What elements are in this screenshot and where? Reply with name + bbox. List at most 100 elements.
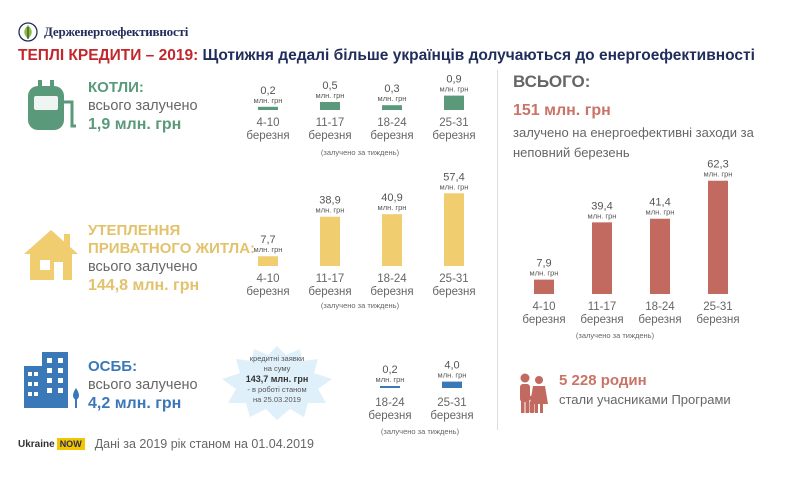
osbb-bar-0 [380,386,400,388]
footer-note: Дані за 2019 рік станом на 01.04.2019 [94,437,314,451]
total-value-label-2: 41,4 [649,197,670,209]
insulation-unit-label-0: млн. грн [254,245,283,254]
total-amount: 151 млн. грн [513,102,611,119]
insulation-title-line2: ПРИВАТНОГО ЖИТЛА: [88,240,256,257]
total-category-label-0-1: березня [522,314,565,326]
insulation-unit-label-3: млн. грн [440,182,469,191]
insulation-total: 144,8 млн. грн [88,277,200,294]
osbb-note-text: кредитні заявки на суму 143,7 млн. грн -… [232,354,322,405]
boilers-value-label-1: 0,5 [322,80,337,92]
boilers-category-label-0-0: 4-10 [256,117,279,129]
total-category-label-0-0: 4-10 [532,301,555,313]
footer-brand-now: NOW [56,438,85,450]
total-category-label-3-1: березня [696,314,739,326]
boilers-value-label-2: 0,3 [384,83,399,95]
osbb-subtitle: всього залучено [88,377,198,393]
insulation-block: УТЕПЛЕННЯ ПРИВАТНОГО ЖИТЛА: всього залуч… [88,222,255,295]
insulation-value-label-3: 57,4 [443,171,464,183]
boilers-category-label-3-1: березня [432,130,475,142]
osbb-category-label-1-0: 25-31 [437,397,466,409]
insulation-category-label-1-0: 11-17 [316,273,345,285]
insulation-bar-2 [382,214,402,266]
footer-brand-ukraine: Ukraine [18,438,55,450]
total-bar-2 [650,218,670,294]
insulation-category-label-2-1: березня [370,286,413,298]
boilers-unit-label-0: млн. грн [254,96,283,105]
boiler-icon [28,80,76,130]
boilers-category-label-0-1: березня [246,130,289,142]
total-bar-3 [708,180,728,294]
boilers-total: 1,9 млн. грн [88,116,182,133]
boilers-category-label-1-0: 11-17 [316,117,345,129]
osbb-category-label-1-1: березня [430,410,473,422]
boilers-subtitle: всього залучено [88,98,198,114]
logo: Держенергоефективності [18,22,188,42]
osbb-total: 4,2 млн. грн [88,395,182,412]
insulation-value-label-0: 7,7 [260,234,275,246]
insulation-unit-label-1: млн. грн [316,206,345,215]
insulation-value-label-2: 40,9 [381,192,402,204]
insulation-title-line1: УТЕПЛЕННЯ [88,222,181,239]
total-category-label-3-0: 25-31 [703,301,732,313]
insulation-bar-3 [444,193,464,266]
insulation-subtitle: всього залучено [88,259,198,275]
total-category-label-1-1: березня [580,314,623,326]
boilers-title: КОТЛИ: [88,79,144,96]
boilers-unit-label-3: млн. грн [440,85,469,94]
osbb-note-line1: кредитні заявки [249,354,305,363]
boilers-category-label-2-1: березня [370,130,413,142]
osbb-title: ОСББ: [88,358,138,375]
insulation-category-label-1-1: березня [308,286,351,298]
boilers-category-label-1-1: березня [308,130,351,142]
total-category-label-2-0: 18-24 [645,301,675,313]
insulation-category-label-2-0: 18-24 [377,273,407,285]
families-block: 5 228 родин стали учасниками Програми [517,372,731,414]
boilers-bar-0 [258,106,278,110]
apartment-building-icon [24,352,79,408]
total-unit-label-1: млн. грн [588,211,617,220]
total-description: залучено на енергоефективні заходи за не… [513,125,754,161]
column-divider [497,70,498,430]
page-title-highlight: ТЕПЛІ КРЕДИТИ – 2019: [18,47,199,64]
osbb-note-amount: 143,7 млн. грн [245,373,309,384]
boilers-bar-2 [382,105,402,110]
insulation-category-label-0-1: березня [246,286,289,298]
osbb-value-label-0: 0,2 [382,364,397,376]
logo-text: Держенергоефективності [44,24,189,39]
total-unit-label-0: млн. грн [530,269,559,278]
page-title: ТЕПЛІ КРЕДИТИ – 2019: Щотижня дедалі біл… [18,47,755,65]
osbb-category-label-0-0: 18-24 [375,397,405,409]
osbb-unit-label-1: млн. грн [438,371,467,380]
osbb-note-bubble [222,346,332,420]
osbb-value-label-1: 4,0 [444,360,459,372]
footer: Ukraine NOW Дані за 2019 рік станом на 0… [18,437,314,451]
boilers-unit-label-2: млн. грн [378,94,407,103]
total-title: ВСЬОГО: [513,72,591,91]
insulation-value-label-1: 38,9 [319,195,340,207]
insulation-category-label-0-0: 4-10 [256,273,279,285]
families-text: стали учасниками Програми [559,392,731,407]
total-value-label-0: 7,9 [536,258,551,270]
osbb-category-label-0-1: березня [368,410,411,422]
house-icon [24,230,78,280]
insulation-bar-0 [258,256,278,266]
family-icon [520,373,548,413]
total-value-label-3: 62,3 [707,159,728,171]
total-unit-label-2: млн. грн [646,208,675,217]
osbb-bar-1 [442,381,462,388]
osbb-unit-label-0: млн. грн [376,375,405,384]
osbb-block: ОСББ: всього залучено 4,2 млн. грн [88,358,198,413]
page-title-rest: Щотижня дедалі більше українців долучают… [198,47,755,64]
total-unit-label-3: млн. грн [704,170,733,179]
boilers-bar-3 [444,95,464,110]
total-category-label-1-0: 11-17 [588,301,617,313]
boilers-category-label-3-0: 25-31 [439,117,468,129]
families-count: 5 228 родин [559,372,647,389]
footer-brand-logo: Ukraine NOW [18,438,85,450]
total-caption: (залучено за тиждень) [576,331,655,340]
insulation-category-label-3-0: 25-31 [439,273,468,285]
insulation-category-label-3-1: березня [432,286,475,298]
